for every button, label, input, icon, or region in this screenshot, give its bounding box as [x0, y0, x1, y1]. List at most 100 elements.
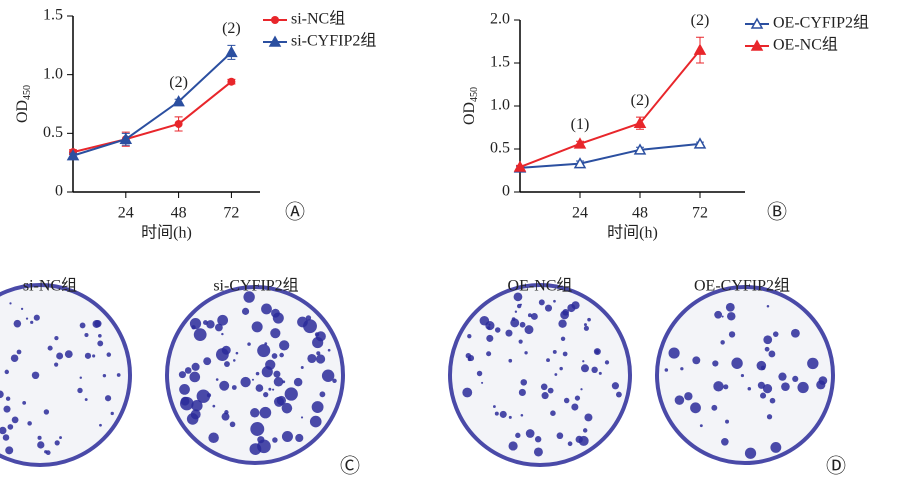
colony: [21, 308, 23, 310]
colony: [770, 442, 781, 453]
colony: [261, 304, 272, 315]
x-axis-label: 时间(h): [141, 224, 192, 242]
colony: [272, 389, 274, 391]
y-label-main: OD: [461, 102, 478, 125]
colony: [745, 448, 756, 459]
colony: [3, 406, 10, 413]
colony: [711, 405, 717, 411]
x-axis-label: 时间(h): [607, 224, 658, 242]
y-tick-label: 2.0: [490, 11, 510, 28]
colony: [84, 333, 88, 337]
colony: [778, 373, 786, 381]
colony: [761, 366, 765, 370]
colony: [285, 387, 298, 400]
colony: [520, 379, 527, 386]
colony: [312, 401, 324, 413]
colony: [713, 381, 723, 391]
colony: [310, 416, 322, 428]
colony: [279, 340, 289, 350]
colony-plate: [167, 287, 343, 463]
colony: [44, 409, 49, 414]
colony: [3, 434, 10, 441]
colony: [268, 388, 271, 391]
colony: [44, 450, 47, 453]
colony: [524, 351, 527, 354]
colony: [274, 377, 284, 387]
colony: [584, 413, 592, 421]
colony: [279, 353, 284, 358]
colony: [224, 361, 230, 367]
colony: [250, 408, 259, 417]
panel-label: Ⓑ: [767, 201, 787, 224]
legend-label: OE-NC组: [773, 36, 838, 54]
colony: [554, 373, 557, 376]
colony: [515, 311, 517, 313]
colony: [546, 358, 550, 362]
x-tick-label: 48: [171, 205, 187, 222]
plate: [657, 287, 833, 463]
colony: [727, 312, 735, 320]
colony: [80, 376, 82, 378]
colony: [760, 393, 766, 399]
colony: [332, 379, 336, 383]
colony: [264, 342, 267, 345]
y-tick-label: 0.5: [490, 140, 510, 157]
colony: [534, 447, 543, 456]
colony: [819, 376, 828, 385]
marker: [175, 120, 183, 128]
colony: [714, 311, 722, 319]
marker: [695, 45, 705, 54]
colony: [505, 330, 512, 337]
colony: [712, 360, 718, 366]
colony: [194, 328, 207, 341]
colony: [65, 350, 73, 358]
colony: [105, 395, 111, 401]
colony: [203, 320, 208, 325]
colony: [571, 301, 579, 309]
colony: [726, 303, 735, 312]
colony: [520, 304, 522, 306]
colony: [80, 323, 86, 329]
colony: [224, 410, 228, 414]
colony: [587, 318, 591, 322]
x-tick-label: 24: [118, 205, 134, 222]
y-label-sub: 450: [22, 85, 33, 100]
colony: [495, 327, 501, 333]
colony: [282, 431, 293, 442]
colony: [700, 424, 703, 427]
colony: [85, 398, 88, 401]
image-label: si-NC组: [23, 277, 77, 295]
colony: [579, 436, 589, 446]
marker: [227, 78, 235, 86]
image-label: OE-NC组: [508, 277, 573, 295]
colony: [519, 340, 523, 344]
marker: [271, 16, 279, 24]
colony: [260, 407, 272, 419]
y-tick-label: 1.5: [43, 7, 63, 24]
colony: [319, 391, 325, 397]
colony: [748, 387, 752, 391]
colony: [34, 315, 40, 321]
colony: [480, 316, 490, 326]
colony: [692, 356, 700, 364]
annotation: (2): [222, 20, 241, 37]
colony: [763, 384, 772, 393]
colony: [247, 342, 251, 346]
colony: [22, 401, 26, 405]
colony: [217, 315, 228, 326]
annotation: (2): [631, 92, 650, 109]
colony: [466, 353, 471, 358]
y-tick-label: 1.0: [43, 65, 63, 82]
colony: [37, 441, 44, 448]
colony: [219, 381, 229, 391]
panel-label: Ⓒ: [340, 455, 360, 478]
colony: [521, 414, 524, 417]
colony: [98, 334, 102, 338]
colony: [486, 351, 491, 356]
colony: [558, 320, 566, 328]
colony: [561, 337, 565, 341]
colony: [557, 432, 564, 439]
colony: [462, 388, 472, 398]
colony: [477, 371, 482, 376]
colony: [580, 388, 582, 390]
